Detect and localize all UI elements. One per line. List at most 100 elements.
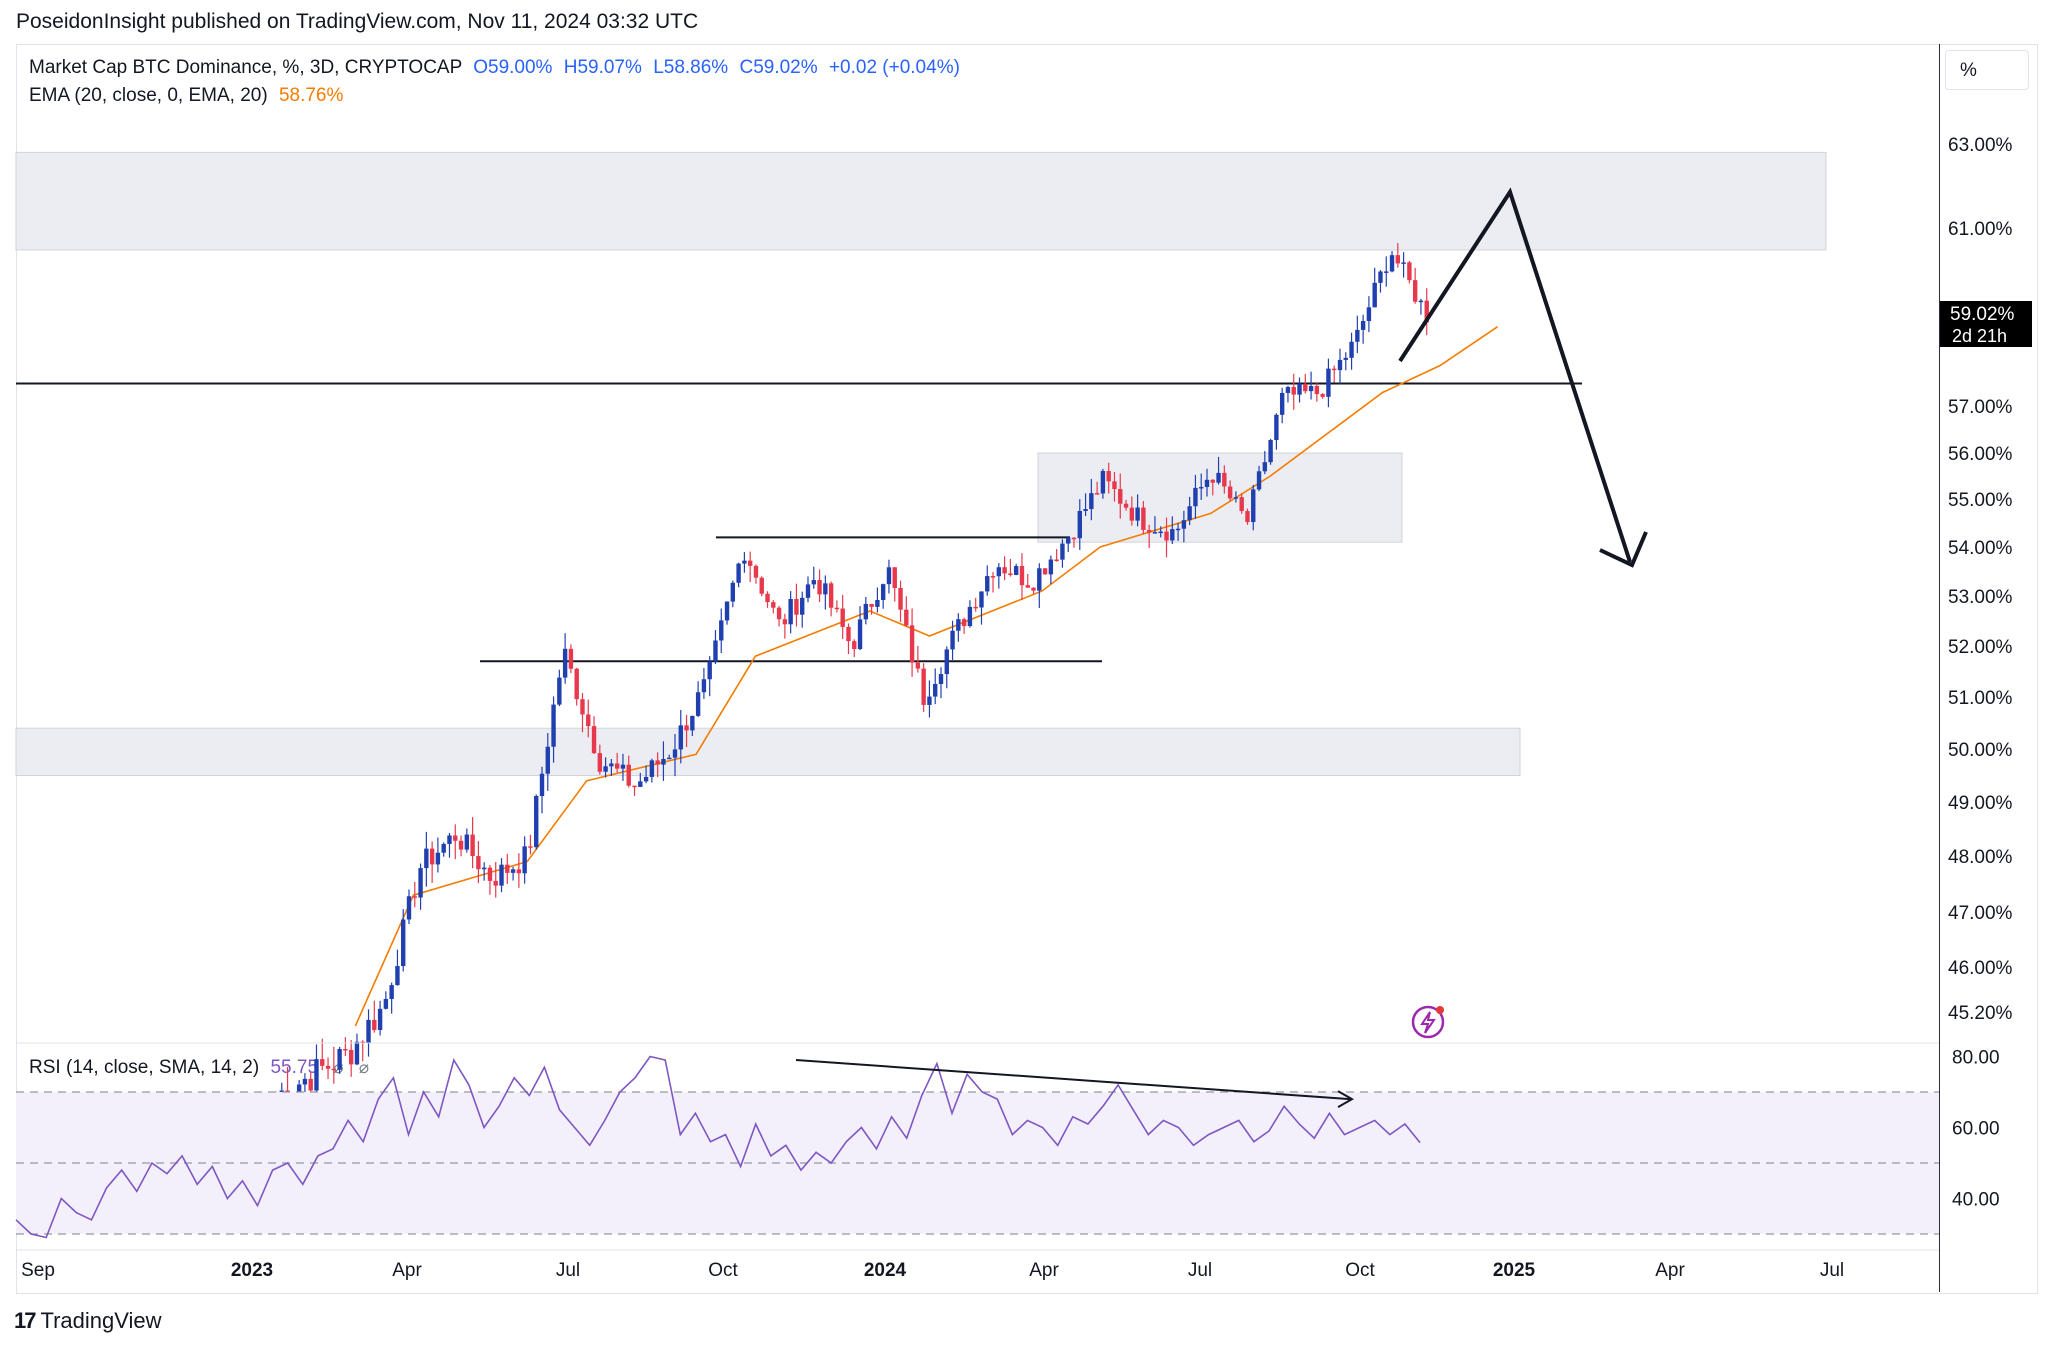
candle-body: [1251, 489, 1256, 523]
candle-body: [771, 602, 776, 608]
candle: [1135, 494, 1140, 527]
candle: [1378, 270, 1383, 293]
candle: [470, 817, 475, 869]
candle: [1291, 373, 1296, 410]
candle: [493, 862, 498, 898]
candle: [603, 757, 608, 778]
candle: [418, 863, 423, 910]
candle: [325, 1057, 331, 1079]
rsi-source-icon[interactable]: ⌀: [358, 1058, 370, 1077]
candle: [1089, 478, 1094, 521]
candle: [979, 591, 984, 625]
candle: [580, 692, 585, 733]
candle-body: [539, 773, 545, 797]
candle: [545, 733, 550, 791]
y-tick-label: 51.00%: [1948, 688, 2013, 709]
candle: [1054, 549, 1059, 562]
candle: [1337, 348, 1343, 384]
candle: [736, 562, 741, 588]
candle-body: [828, 583, 834, 608]
candle-body: [1245, 511, 1250, 523]
candle-body: [1204, 479, 1210, 487]
candle: [713, 630, 718, 665]
candle: [1164, 517, 1169, 558]
legend-high: H59.07%: [563, 57, 642, 78]
lightning-icon[interactable]: [1411, 1005, 1445, 1039]
candle-body: [626, 764, 631, 786]
candle: [961, 617, 967, 634]
candle: [1360, 314, 1366, 344]
candle: [863, 596, 869, 625]
candle-body: [1372, 282, 1377, 308]
candle: [1366, 296, 1372, 333]
chart-frame: [16, 44, 2038, 1294]
candle: [429, 841, 435, 883]
candle: [632, 785, 637, 796]
candle: [730, 580, 736, 608]
candle-body: [1384, 271, 1389, 273]
candle: [747, 551, 753, 583]
candle-body: [1256, 471, 1262, 490]
candle: [441, 842, 446, 857]
candle: [1175, 522, 1181, 541]
candle: [499, 858, 504, 893]
candle: [667, 754, 672, 760]
candle: [967, 600, 973, 628]
candle: [857, 606, 863, 651]
candle-body: [1060, 543, 1065, 560]
candle-body: [591, 726, 597, 754]
price-badge: [1940, 301, 2032, 347]
candle-body: [534, 796, 539, 848]
candle-body: [1233, 497, 1239, 499]
candle: [528, 834, 533, 855]
candle: [643, 765, 649, 784]
candle: [1245, 508, 1250, 525]
candle-body: [1378, 271, 1383, 283]
candle: [1048, 555, 1054, 585]
tradingview-logo[interactable]: 17 TradingView: [14, 1308, 162, 1334]
candle-body: [505, 864, 510, 873]
zone-2: [15, 727, 1521, 777]
candle: [933, 668, 938, 705]
rsi-y-tick-label: 80.00: [1952, 1048, 2000, 1069]
percent-scale-button[interactable]: %: [1945, 50, 2029, 90]
ema-legend: EMA (20, close, 0, EMA, 20) 58.76%: [29, 85, 343, 107]
candle: [453, 824, 458, 860]
candle: [331, 1046, 337, 1084]
candle: [360, 1040, 365, 1062]
candle: [834, 600, 840, 613]
x-tick-label: Jul: [1188, 1260, 1212, 1281]
candle: [1424, 288, 1429, 336]
candle: [1019, 553, 1025, 601]
y-tick-label: 63.00%: [1948, 135, 2013, 156]
candle: [1407, 260, 1412, 284]
candle: [401, 909, 406, 972]
candle-body: [730, 582, 736, 602]
candle: [505, 853, 510, 884]
candle: [898, 580, 903, 622]
candle: [1355, 315, 1360, 354]
candle-body: [435, 852, 441, 865]
legend-close: C59.02%: [739, 57, 818, 78]
candle: [458, 835, 464, 857]
y-tick-label: 48.00%: [1948, 847, 2013, 868]
candle: [1083, 493, 1088, 517]
candle: [684, 714, 689, 748]
candle-body: [643, 776, 649, 782]
y-tick-label: 61.00%: [1948, 219, 2013, 240]
candle: [794, 583, 799, 627]
candle: [904, 596, 909, 627]
candle: [771, 600, 776, 614]
candle-body: [325, 1065, 331, 1069]
candle: [990, 571, 996, 593]
candle-body: [1355, 329, 1360, 342]
candle: [597, 744, 603, 775]
rsi-y-tick-label: 40.00: [1952, 1190, 2000, 1211]
candle: [1274, 413, 1279, 450]
candle: [765, 591, 770, 608]
candle-body: [337, 1049, 342, 1070]
candle-body: [701, 679, 707, 693]
candle: [776, 605, 782, 627]
candle: [927, 680, 932, 718]
candle: [1204, 468, 1210, 497]
